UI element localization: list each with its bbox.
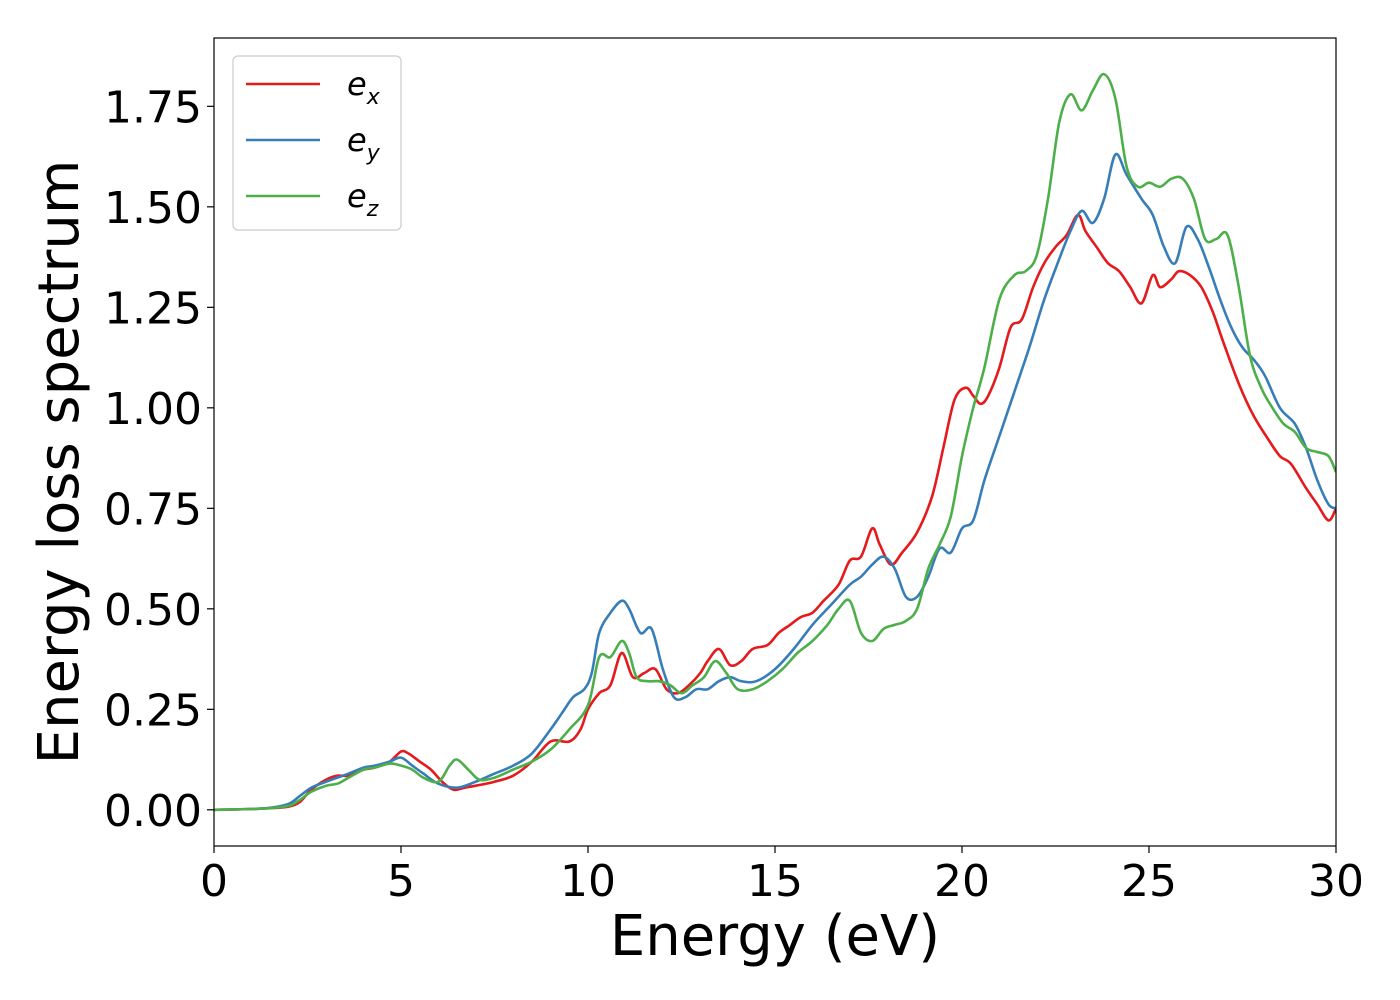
series-line-x — [214, 213, 1336, 812]
y-tick-label: 1.25 — [104, 283, 202, 334]
x-tick-label: 25 — [1121, 856, 1177, 907]
x-axis-label: Energy (eV) — [610, 904, 940, 969]
y-tick-label: 0.75 — [104, 484, 202, 535]
y-tick-label: 1.50 — [104, 183, 202, 234]
x-tick-label: 30 — [1308, 856, 1364, 907]
x-tick-label: 5 — [387, 856, 415, 907]
y-axis: 0.00 0.25 0.50 0.75 1.00 1.25 1.50 1.75 — [104, 82, 214, 837]
series-line-y — [214, 152, 1336, 812]
y-tick-label: 0.00 — [104, 786, 202, 837]
x-axis: 0 5 10 15 20 25 30 — [200, 846, 1364, 907]
legend-box — [232, 55, 402, 231]
legend-label-main: e — [347, 121, 367, 159]
legend-label-y: ey — [347, 121, 381, 166]
y-tick-label: 0.25 — [104, 685, 202, 736]
y-axis-label: Energy loss spectrum — [27, 160, 92, 765]
legend-label-x: ex — [347, 65, 381, 110]
legend-label-z: ez — [347, 177, 379, 222]
y-tick-label: 1.00 — [104, 384, 202, 435]
y-tick-label: 0.50 — [104, 585, 202, 636]
legend-label-main: e — [347, 65, 367, 103]
x-tick-label: 15 — [747, 856, 803, 907]
x-tick-label: 20 — [934, 856, 990, 907]
x-tick-label: 10 — [560, 856, 616, 907]
legend-label-sub: x — [366, 85, 381, 110]
series-line-z — [214, 72, 1336, 812]
series-layer — [214, 72, 1336, 812]
x-tick-label: 0 — [200, 856, 228, 907]
legend-label-main: e — [347, 177, 367, 215]
legend-label-sub: z — [366, 197, 379, 222]
legend-label-sub: y — [366, 141, 381, 166]
y-tick-label: 1.75 — [104, 82, 202, 133]
